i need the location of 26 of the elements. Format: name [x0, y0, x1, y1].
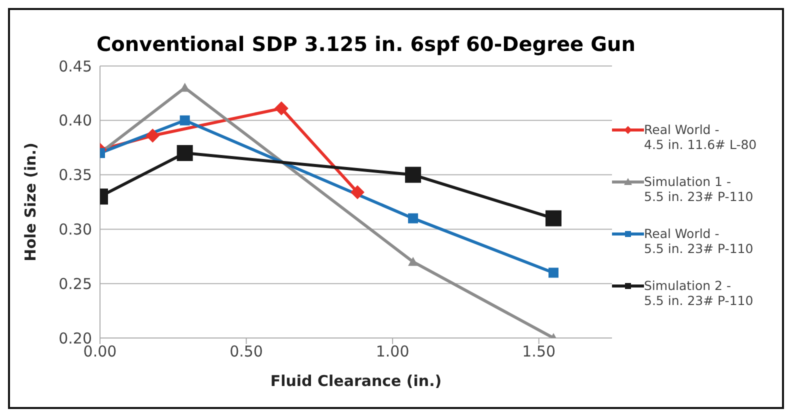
- x-axis-title: Fluid Clearance (in.): [270, 372, 442, 390]
- y-tick-label: 0.45: [58, 57, 92, 76]
- x-tick-label: 0.50: [230, 342, 263, 361]
- legend-label: Real World - 5.5 in. 23# P-110: [644, 226, 754, 256]
- point: [408, 256, 418, 266]
- point: [146, 128, 160, 143]
- legend-label: Simulation 1 - 5.5 in. 23# P-110: [644, 174, 754, 204]
- point: [545, 210, 562, 226]
- point: [180, 115, 190, 126]
- y-tick-label: 0.35: [58, 166, 92, 184]
- y-axis-title: Hole Size (in.): [21, 142, 40, 262]
- legend-label: Simulation 2 - 5.5 in. 23# P-110: [644, 278, 754, 308]
- point: [176, 145, 193, 162]
- x-tick-label: 1.50: [522, 342, 556, 361]
- point: [548, 268, 558, 278]
- y-tick-label: 0.30: [58, 220, 92, 239]
- point: [408, 213, 418, 224]
- y-tick-label: 0.25: [58, 274, 92, 293]
- legend-label: Real World - 4.5 in. 11.6# L-80: [644, 122, 758, 152]
- y-tick-label: 0.40: [58, 112, 92, 130]
- x-tick-label: 1.00: [376, 342, 410, 361]
- chart-title: Conventional SDP 3.125 in. 6spf 60-Degree Gun: [96, 32, 636, 56]
- point: [350, 185, 364, 200]
- point: [274, 101, 288, 116]
- point: [405, 166, 422, 183]
- x-tick-label: 0.00: [83, 342, 117, 361]
